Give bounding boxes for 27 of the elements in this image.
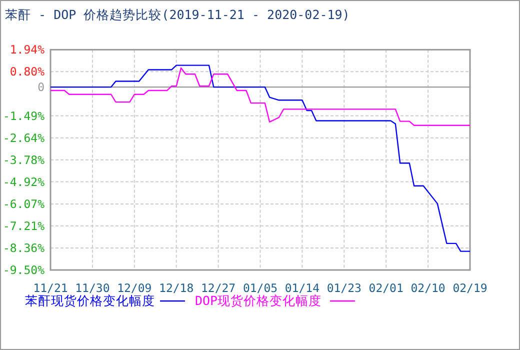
- y-tick-label: -2.64%: [2, 130, 45, 145]
- x-tick-label: 12/18: [159, 281, 194, 295]
- y-tick-label: -8.36%: [2, 241, 45, 256]
- x-tick-label: 02/19: [452, 281, 488, 295]
- y-tick-label: -7.21%: [2, 218, 45, 233]
- y-tick-label: -1.49%: [2, 108, 45, 123]
- x-tick-label: 01/05: [242, 281, 278, 295]
- x-tick-label: 12/09: [117, 281, 152, 295]
- line-series: [50, 67, 471, 126]
- legend-label: 苯酐现货价格变化幅度: [25, 293, 155, 308]
- x-tick-label: 12/27: [200, 281, 236, 295]
- x-tick-label: 11/30: [75, 281, 110, 295]
- x-tick-label: 02/10: [410, 281, 446, 295]
- line-series: [50, 64, 471, 252]
- y-tick-label: -3.78%: [2, 152, 45, 167]
- y-tick-label: -4.92%: [2, 174, 45, 189]
- y-tick-label: -9.50%: [2, 263, 45, 278]
- x-tick-label: 02/01: [368, 281, 404, 295]
- y-tick-label: 1.94%: [10, 42, 45, 57]
- x-tick-label: 01/14: [284, 281, 320, 295]
- y-tick-label: 0: [38, 80, 45, 94]
- x-tick-label: 11/21: [33, 281, 68, 295]
- y-tick-label: 0.80%: [10, 64, 45, 79]
- x-tick-label: 01/23: [326, 281, 362, 295]
- y-tick-label: -6.07%: [2, 196, 45, 211]
- legend-label: DOP现货价格变化幅度: [195, 293, 322, 308]
- chart-title: 苯酐 - DOP 价格趋势比较(2019-11-21 - 2020-02-19): [5, 7, 350, 22]
